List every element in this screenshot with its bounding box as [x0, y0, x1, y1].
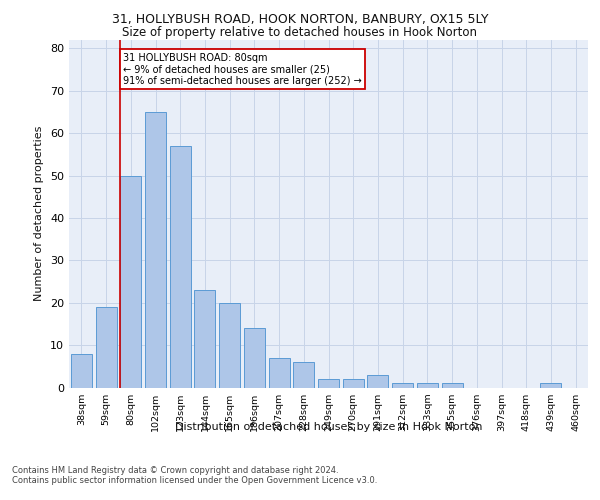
Text: Distribution of detached houses by size in Hook Norton: Distribution of detached houses by size … — [175, 422, 482, 432]
Text: Contains public sector information licensed under the Open Government Licence v3: Contains public sector information licen… — [12, 476, 377, 485]
Text: 31 HOLLYBUSH ROAD: 80sqm
← 9% of detached houses are smaller (25)
91% of semi-de: 31 HOLLYBUSH ROAD: 80sqm ← 9% of detache… — [123, 52, 362, 86]
Text: Size of property relative to detached houses in Hook Norton: Size of property relative to detached ho… — [122, 26, 478, 39]
Bar — [145, 112, 166, 388]
Bar — [343, 379, 364, 388]
Bar — [392, 384, 413, 388]
Text: 31, HOLLYBUSH ROAD, HOOK NORTON, BANBURY, OX15 5LY: 31, HOLLYBUSH ROAD, HOOK NORTON, BANBURY… — [112, 12, 488, 26]
Bar — [269, 358, 290, 388]
Y-axis label: Number of detached properties: Number of detached properties — [34, 126, 44, 302]
Bar — [541, 384, 562, 388]
Bar — [95, 307, 116, 388]
Bar — [442, 384, 463, 388]
Bar — [194, 290, 215, 388]
Bar — [170, 146, 191, 388]
Bar — [219, 302, 240, 388]
Bar — [71, 354, 92, 388]
Text: Contains HM Land Registry data © Crown copyright and database right 2024.: Contains HM Land Registry data © Crown c… — [12, 466, 338, 475]
Bar — [244, 328, 265, 388]
Bar — [417, 384, 438, 388]
Bar — [367, 375, 388, 388]
Bar — [120, 176, 141, 388]
Bar — [293, 362, 314, 388]
Bar — [318, 379, 339, 388]
